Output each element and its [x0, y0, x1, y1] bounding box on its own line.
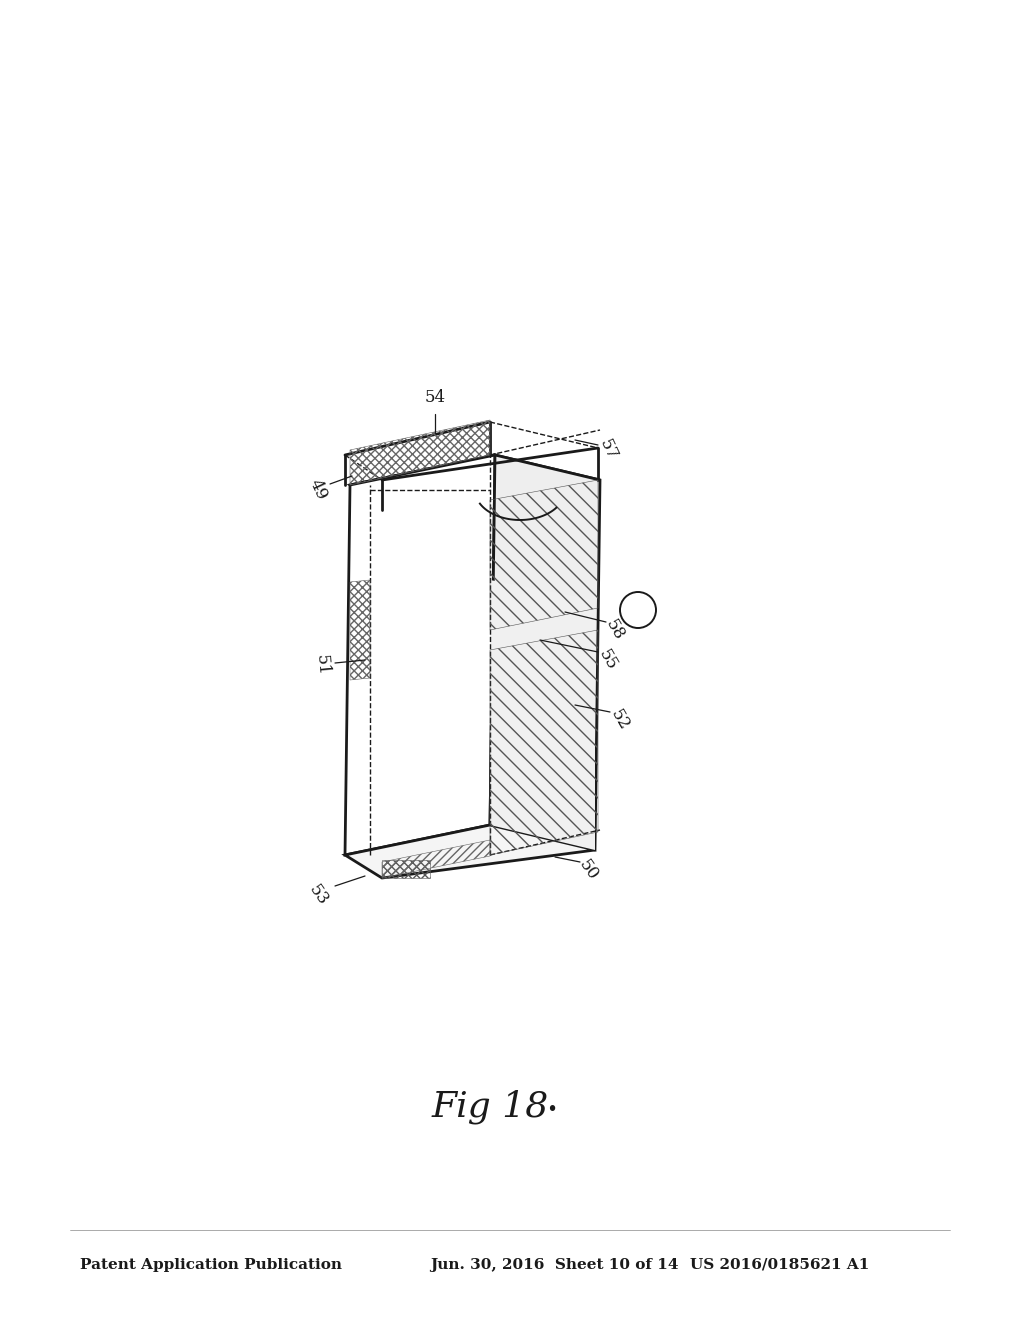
Text: 49: 49 [306, 477, 330, 503]
Text: Patent Application Publication: Patent Application Publication [80, 1258, 342, 1272]
Text: 58: 58 [602, 616, 628, 643]
Text: 57: 57 [596, 437, 621, 463]
Polygon shape [350, 455, 600, 510]
Polygon shape [490, 455, 600, 850]
Text: ·: · [545, 1090, 558, 1133]
Text: 50: 50 [575, 857, 601, 883]
Text: 53: 53 [305, 882, 331, 908]
Text: US 2016/0185621 A1: US 2016/0185621 A1 [690, 1258, 869, 1272]
Circle shape [620, 591, 656, 628]
Text: Fig 18: Fig 18 [431, 1090, 549, 1125]
Text: 51: 51 [312, 653, 332, 676]
Polygon shape [345, 455, 495, 855]
Polygon shape [345, 825, 595, 878]
Text: 55: 55 [595, 647, 621, 673]
Text: 52: 52 [607, 706, 633, 734]
Text: 54: 54 [424, 389, 445, 407]
Polygon shape [490, 579, 595, 850]
Text: Jun. 30, 2016  Sheet 10 of 14: Jun. 30, 2016 Sheet 10 of 14 [430, 1258, 679, 1272]
